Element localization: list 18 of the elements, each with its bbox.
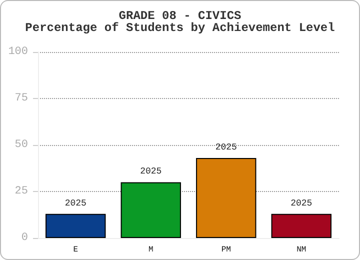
y-tick-label: 0 bbox=[21, 232, 28, 244]
x-tick-label: M bbox=[148, 246, 154, 254]
bar bbox=[120, 182, 181, 238]
y-tick-label: 25 bbox=[14, 186, 28, 198]
text: 2025 bbox=[290, 198, 312, 208]
series-label: 2025 bbox=[64, 198, 86, 208]
bar bbox=[271, 214, 332, 238]
y-tick-label: 75 bbox=[14, 92, 28, 104]
text: 2025 bbox=[140, 166, 162, 177]
bar bbox=[196, 158, 256, 238]
bar bbox=[46, 214, 106, 238]
x-tick-label: E bbox=[73, 246, 78, 254]
chart-title: GRADE 08 - CIVICS Percentage of Students by Achievement Level bbox=[25, 9, 335, 35]
text: 2025 bbox=[215, 142, 237, 153]
y-tick-label: 50 bbox=[14, 139, 28, 151]
y-tick-label: 100 bbox=[8, 46, 28, 58]
x-tick-label: PM bbox=[221, 246, 232, 254]
x-tick-label: NM bbox=[296, 246, 306, 254]
